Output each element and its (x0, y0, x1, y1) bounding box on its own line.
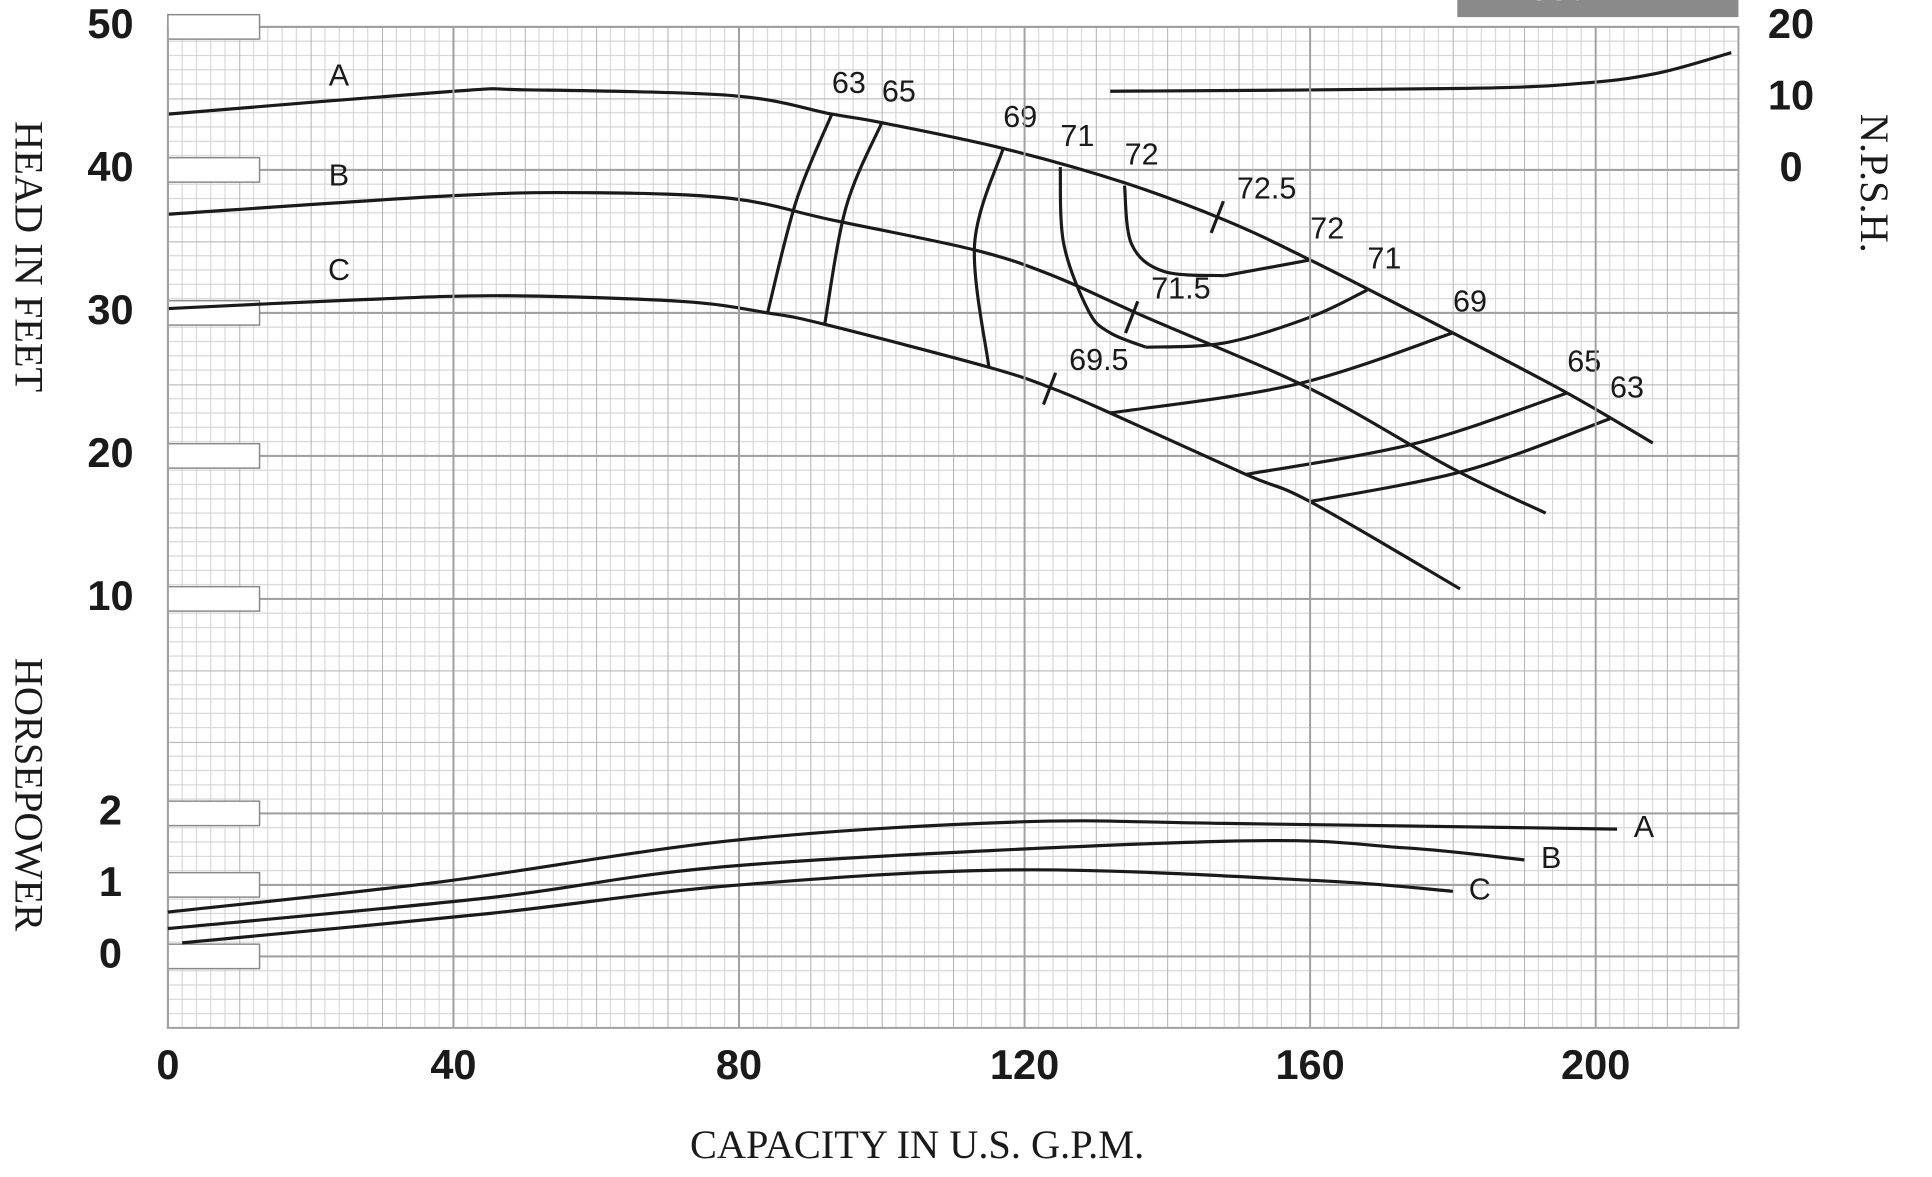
series-label: A (1634, 810, 1655, 844)
hp-axis-label: HORSEPOWER (7, 658, 52, 931)
efficiency-mark (1041, 372, 1058, 406)
efficiency-line (823, 122, 884, 325)
y-tick-label: 10 (87, 572, 133, 619)
efficiency-label: 72 (1310, 212, 1344, 246)
efficiency-line (1309, 417, 1611, 504)
y2-tick-label: 10 (1768, 71, 1814, 118)
y-tick-label: 20 (87, 429, 133, 476)
efficiency-line (1145, 288, 1368, 349)
efficiency-mark-label: 71.5 (1151, 271, 1210, 305)
tick-box (167, 943, 261, 970)
efficiency-line (1224, 258, 1311, 278)
efficiency-mark-label: 72.5 (1237, 171, 1296, 205)
series-line (167, 294, 1461, 591)
x-tick-label: 0 (156, 1041, 179, 1088)
y2-tick-label: 20 (1768, 0, 1814, 47)
tick-box (167, 442, 261, 469)
efficiency-mark (1209, 200, 1225, 234)
series-label: C (328, 253, 350, 287)
x-tick-label: 200 (1561, 1041, 1630, 1088)
tick-box (167, 585, 261, 612)
plot-area (166, 25, 1740, 1029)
efficiency-label: 71 (1060, 119, 1094, 153)
rpm-box (1457, 0, 1739, 18)
y-tick-label: 0 (99, 929, 122, 976)
series-label: C (1469, 872, 1491, 906)
y2-axis-label: N.P.S.H. (1852, 114, 1897, 253)
series-label: B (329, 159, 349, 193)
efficiency-mark (1124, 300, 1140, 334)
efficiency-label: 65 (882, 74, 916, 108)
x-axis-label: CAPACITY IN U.S. G.P.M. (690, 1122, 1144, 1167)
tick-box (167, 871, 261, 898)
efficiency-line (1058, 166, 1147, 349)
efficiency-mark-label: 69.5 (1069, 343, 1128, 377)
efficiency-line (1245, 391, 1568, 477)
efficiency-label: 63 (832, 66, 866, 100)
tick-box (167, 800, 261, 827)
y-axis-label: HEAD IN FEET (7, 121, 52, 392)
series-line (167, 819, 1618, 914)
series-label: B (1541, 841, 1561, 875)
npsh-line (1110, 51, 1732, 93)
efficiency-label: 69 (1453, 285, 1487, 319)
efficiency-label: 69 (1003, 100, 1037, 134)
series-line (182, 868, 1454, 945)
y-tick-label: 30 (87, 286, 133, 333)
rpm-label: 2880 RPM (1509, 0, 1686, 9)
efficiency-line (1122, 185, 1225, 278)
series-line (167, 190, 1547, 515)
series-line (167, 838, 1525, 931)
series-label: A (329, 59, 350, 93)
y-tick-label: 1 (99, 858, 122, 905)
series-line (167, 87, 1654, 445)
efficiency-label: 72 (1125, 137, 1159, 171)
y-tick-label: 40 (87, 143, 133, 190)
efficiency-line (1109, 331, 1454, 415)
efficiency-line (766, 113, 834, 314)
y2-tick-label: 0 (1779, 143, 1802, 190)
x-tick-label: 40 (430, 1041, 476, 1088)
efficiency-label: 63 (1610, 370, 1644, 404)
x-tick-label: 80 (716, 1041, 762, 1088)
y-tick-label: 50 (87, 0, 133, 47)
efficiency-label: 71 (1367, 242, 1401, 276)
efficiency-line (972, 147, 1005, 368)
tick-box (167, 13, 261, 40)
x-tick-label: 120 (990, 1041, 1059, 1088)
y-tick-label: 2 (99, 786, 122, 833)
tick-box (167, 156, 261, 183)
x-tick-label: 160 (1275, 1041, 1344, 1088)
